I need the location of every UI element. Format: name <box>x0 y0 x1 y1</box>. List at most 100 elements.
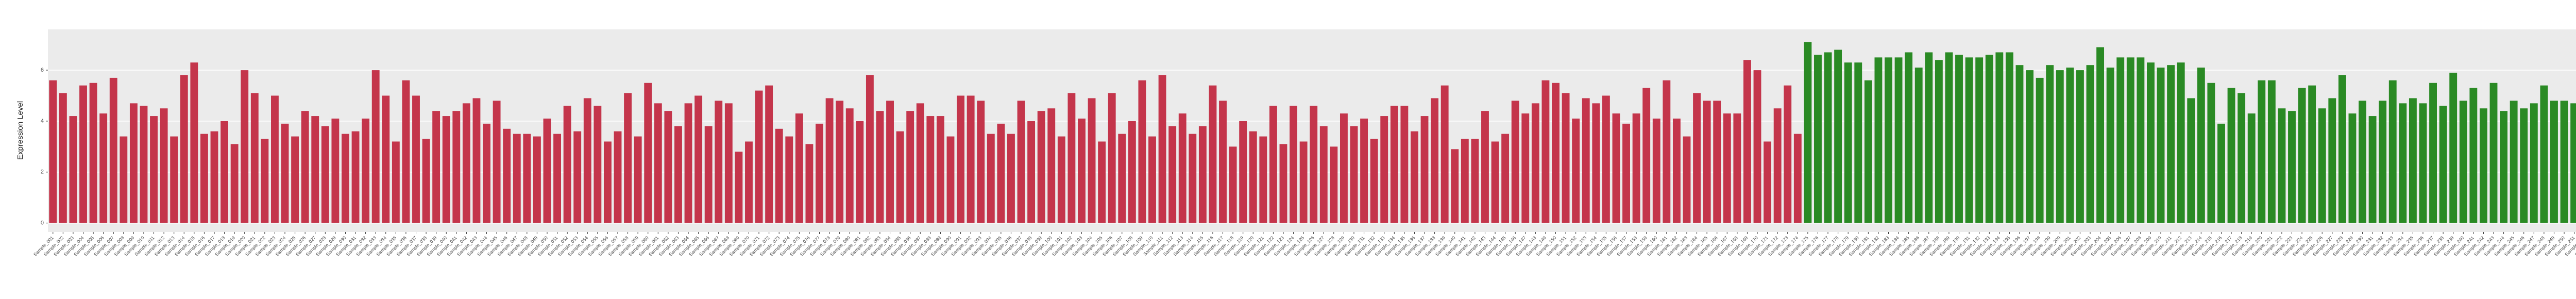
bar <box>523 134 531 223</box>
bar <box>1431 98 1439 223</box>
bar <box>271 95 279 223</box>
bar <box>775 128 783 223</box>
bar <box>1844 62 1852 223</box>
bar <box>1663 80 1671 223</box>
bar <box>1290 106 1297 223</box>
bar <box>2288 111 2296 223</box>
bar <box>351 131 360 223</box>
bar <box>664 111 672 223</box>
bar <box>825 98 834 223</box>
bar <box>1299 141 1308 223</box>
bar <box>1531 103 1539 223</box>
bar <box>1279 144 1287 223</box>
bar <box>200 134 208 223</box>
bar <box>654 103 662 223</box>
bar <box>977 101 985 223</box>
bar <box>89 82 97 223</box>
bar <box>2530 103 2538 223</box>
bar <box>1461 139 1469 223</box>
bar <box>946 136 955 223</box>
bar <box>392 141 400 223</box>
bar <box>2197 68 2205 223</box>
bar <box>2459 101 2467 223</box>
bar <box>2147 62 2155 223</box>
bar <box>1007 134 1015 223</box>
bar <box>2126 57 2134 223</box>
bar <box>2368 116 2377 223</box>
bar <box>926 116 935 223</box>
bar <box>2308 85 2316 223</box>
bar <box>906 111 914 223</box>
bar <box>634 136 642 223</box>
bar <box>1451 149 1459 223</box>
bar <box>573 131 582 223</box>
y-tick-label: 0 <box>41 220 44 226</box>
bar <box>724 103 733 223</box>
bar <box>2036 77 2044 223</box>
bar <box>1864 80 1872 223</box>
bar <box>1350 126 1358 223</box>
bar <box>1683 136 1691 223</box>
bar <box>1491 141 1499 223</box>
bar <box>1047 108 1056 223</box>
bar <box>755 90 763 223</box>
bar <box>1209 85 1217 223</box>
bar <box>1259 136 1267 223</box>
bar <box>1562 93 1570 223</box>
bar <box>614 131 622 223</box>
bar <box>1017 101 1025 223</box>
bar <box>563 106 571 223</box>
bar <box>1189 134 1197 223</box>
bar <box>2167 65 2175 223</box>
bar <box>1925 52 1933 223</box>
bar <box>513 134 521 223</box>
bar <box>1057 136 1065 223</box>
y-axis-label: Expression Level <box>16 101 25 160</box>
bar <box>1642 88 1651 223</box>
bar <box>1703 101 1711 223</box>
bar <box>1411 131 1418 223</box>
bar <box>2278 108 2286 223</box>
bar <box>190 62 198 223</box>
bar <box>1229 146 1237 223</box>
bar <box>735 152 743 223</box>
bar <box>120 136 128 223</box>
bar <box>79 85 87 223</box>
bar <box>765 85 773 223</box>
bar <box>2207 82 2215 223</box>
bar <box>2388 80 2397 223</box>
bar <box>583 98 591 223</box>
bar <box>2106 68 2114 223</box>
bar <box>281 123 289 223</box>
bar <box>715 101 723 223</box>
bar <box>2560 101 2568 223</box>
bar <box>2540 85 2548 223</box>
bar <box>2489 82 2498 223</box>
bar <box>2217 123 2225 223</box>
bar <box>1330 146 1338 223</box>
bar <box>150 116 158 223</box>
bar <box>2076 70 2084 223</box>
y-tick-label: 4 <box>41 118 44 124</box>
bar <box>1602 95 1610 223</box>
bar <box>1310 106 1318 223</box>
bar <box>1894 57 1903 223</box>
bar <box>1723 113 1731 223</box>
bar <box>2247 113 2256 223</box>
bar <box>1511 101 1519 223</box>
bar <box>896 131 904 223</box>
bar <box>1834 49 1842 223</box>
bar <box>1955 55 1963 223</box>
bar <box>1027 121 1036 223</box>
bar <box>503 128 511 223</box>
bar <box>1753 70 1761 223</box>
bar <box>2429 82 2437 223</box>
bar <box>140 106 148 223</box>
bar <box>1481 111 1489 223</box>
bar <box>795 113 803 223</box>
bar <box>261 139 269 223</box>
bar <box>2328 98 2336 223</box>
bar <box>99 113 108 223</box>
bar <box>1420 116 1429 223</box>
bar <box>1178 113 1187 223</box>
